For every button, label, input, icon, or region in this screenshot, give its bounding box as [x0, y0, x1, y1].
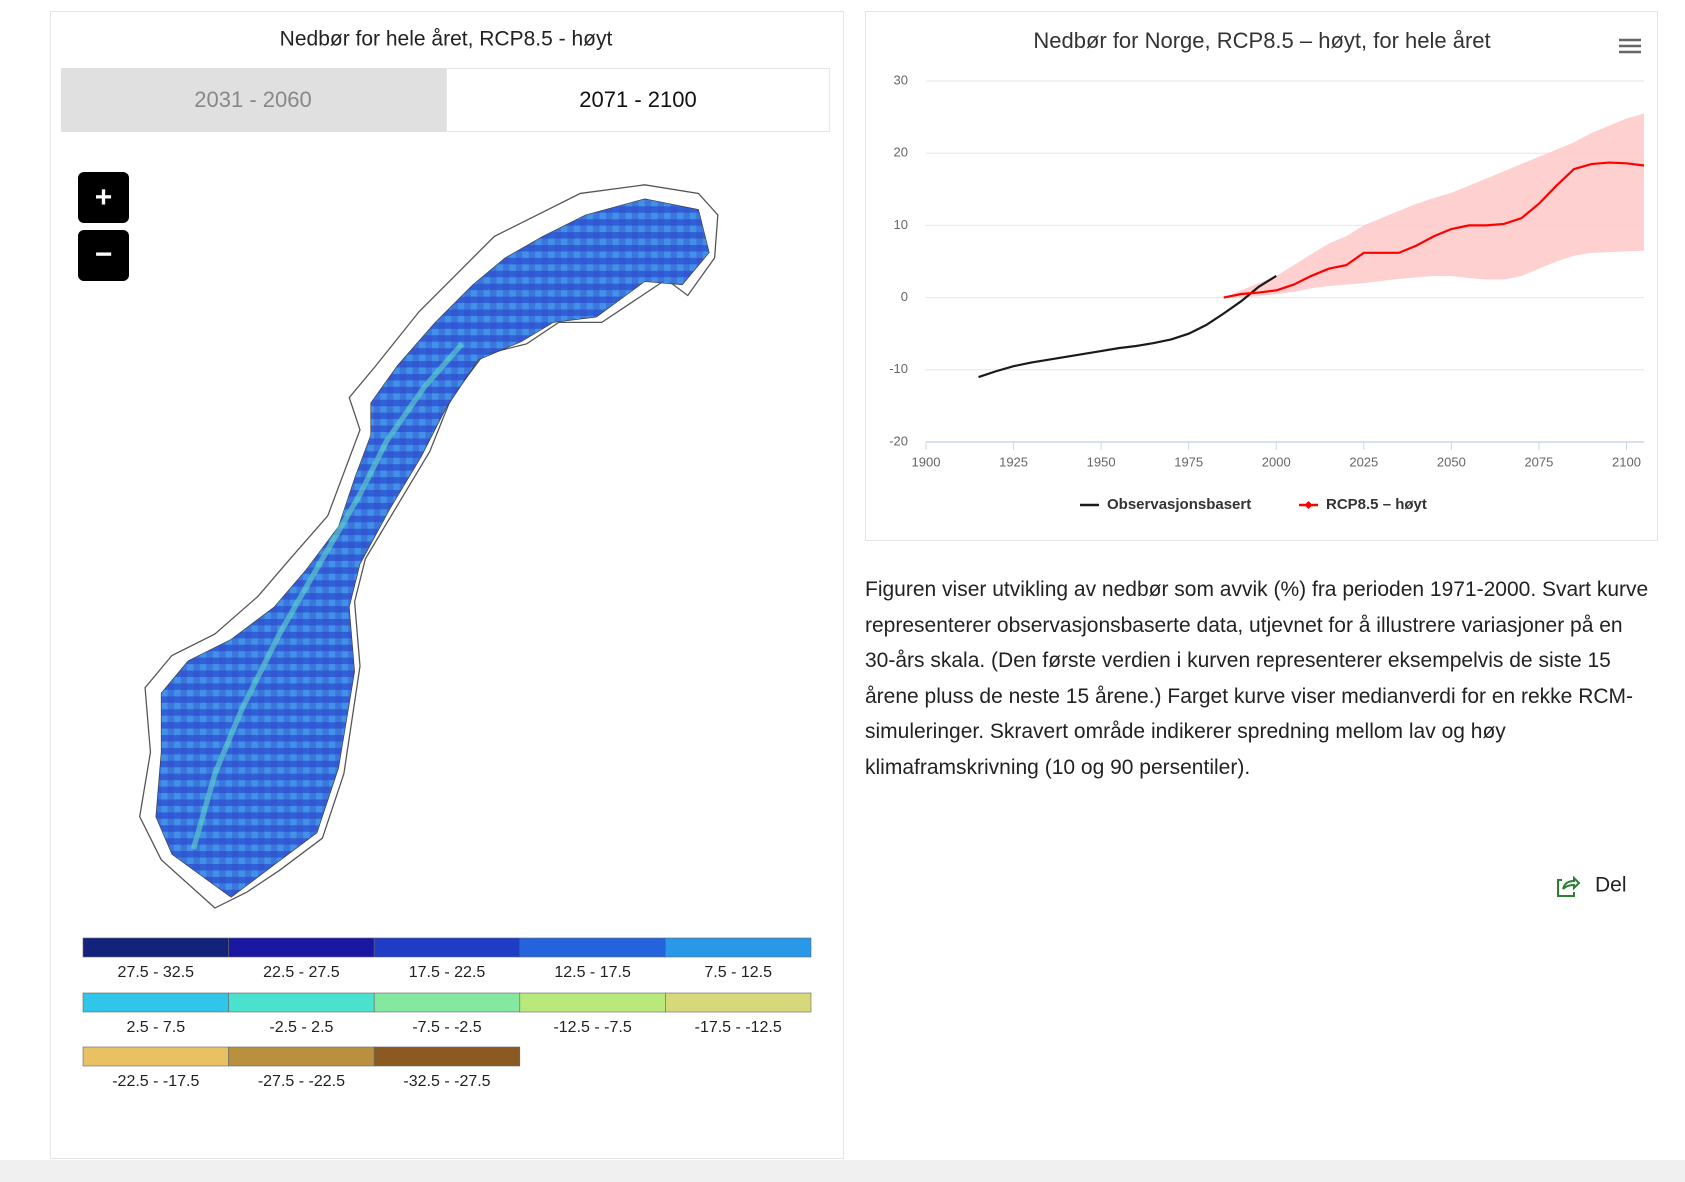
- chart-title: Nedbør for Norge, RCP8.5 – høyt, for hel…: [1033, 28, 1490, 53]
- zoom-in-label[interactable]: +: [95, 181, 113, 214]
- legend-label: 2.5 - 7.5: [126, 1019, 185, 1036]
- legend-marker: [1304, 501, 1313, 509]
- share-icon[interactable]: [1557, 875, 1581, 897]
- legend-swatch: [665, 937, 812, 958]
- share-button[interactable]: Del: [1557, 874, 1627, 897]
- x-tick-label: 1925: [999, 454, 1028, 469]
- legend-swatch: [82, 992, 229, 1013]
- x-tick-label: 2050: [1437, 454, 1466, 469]
- legend-swatch: [82, 1046, 229, 1067]
- map: [139, 184, 719, 909]
- range-band: [1223, 113, 1644, 298]
- tab[interactable]: [61, 68, 446, 132]
- legend-swatch: [665, 992, 812, 1013]
- share-label[interactable]: Del: [1595, 874, 1627, 897]
- x-tick-label: 1950: [1087, 454, 1116, 469]
- zoom-in-button[interactable]: [78, 172, 129, 223]
- legend-swatch: [373, 992, 521, 1013]
- legend-label: -12.5 - -7.5: [553, 1019, 631, 1036]
- legend-swatch: [228, 992, 375, 1013]
- y-tick-label: 30: [894, 72, 908, 87]
- y-tick-label: 0: [901, 289, 908, 304]
- x-tick-label: 2025: [1349, 454, 1378, 469]
- legend-label: -17.5 - -12.5: [695, 1019, 782, 1036]
- menu-icon[interactable]: [1619, 38, 1641, 54]
- raster-highlight: [190, 342, 465, 850]
- tab-label[interactable]: 2071 - 2100: [579, 87, 696, 112]
- zoom-out-label[interactable]: −: [95, 238, 113, 271]
- bottom-strip: [0, 1160, 1685, 1182]
- legend-label: 27.5 - 32.5: [118, 964, 195, 981]
- legend-swatch: [228, 937, 375, 958]
- x-tick-label: 2075: [1524, 454, 1553, 469]
- legend-label: Observasjonsbasert: [1107, 496, 1251, 513]
- legend-swatch: [82, 937, 229, 958]
- line: [978, 275, 1277, 379]
- legend-swatch: [519, 992, 666, 1013]
- y-tick-label: 10: [894, 217, 908, 232]
- description: Figuren viser utvikling av nedbør som av…: [865, 578, 1649, 779]
- x-tick-label: 2000: [1262, 454, 1291, 469]
- x-tick-label: 2100: [1612, 454, 1641, 469]
- y-tick-label: 20: [894, 145, 908, 160]
- precipitation-raster: [155, 198, 710, 898]
- x-tick-label: 1900: [912, 454, 941, 469]
- line: [1223, 161, 1645, 299]
- legend-label: -7.5 - -2.5: [412, 1019, 481, 1036]
- legend-label: 7.5 - 12.5: [704, 964, 772, 981]
- y-tick-label: -10: [889, 361, 908, 376]
- legend-label: RCP8.5 – høyt: [1326, 496, 1427, 513]
- legend-swatch: [228, 1046, 375, 1067]
- legend-label: 12.5 - 17.5: [554, 964, 631, 981]
- y-tick-label: -20: [889, 433, 908, 448]
- x-tick-label: 1975: [1174, 454, 1203, 469]
- legend-swatch: [373, 1046, 521, 1067]
- legend-label: 22.5 - 27.5: [263, 964, 340, 981]
- legend-label: -27.5 - -22.5: [258, 1073, 345, 1090]
- tab-label[interactable]: 2031 - 2060: [194, 87, 311, 112]
- zoom-out-button[interactable]: [78, 230, 129, 281]
- legend-swatch: [373, 937, 521, 958]
- tab-active[interactable]: [446, 68, 830, 132]
- legend-label: -32.5 - -27.5: [403, 1073, 490, 1090]
- chart-panel: [865, 11, 1658, 541]
- legend-label: -22.5 - -17.5: [112, 1073, 199, 1090]
- map-panel: [50, 11, 844, 1159]
- legend-label: 17.5 - 22.5: [409, 964, 486, 981]
- map-title: Nedbør for hele året, RCP8.5 - høyt: [280, 28, 613, 51]
- legend-label: -2.5 - 2.5: [269, 1019, 333, 1036]
- legend-swatch: [519, 937, 666, 958]
